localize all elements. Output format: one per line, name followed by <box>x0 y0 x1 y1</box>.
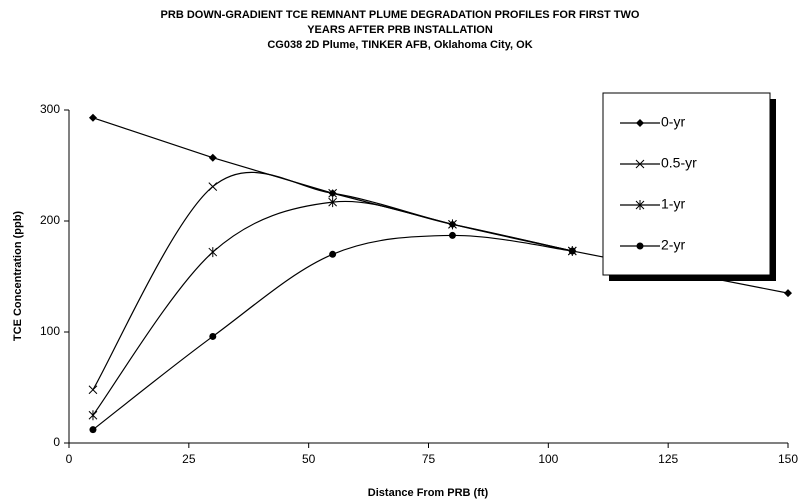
marker <box>784 289 792 298</box>
marker <box>448 219 457 230</box>
legend-label: 0.5-yr <box>661 155 697 171</box>
marker <box>89 426 97 434</box>
legend-label: 1-yr <box>661 196 685 212</box>
x-tick-label: 125 <box>658 452 678 466</box>
marker <box>328 197 337 208</box>
x-tick-label: 150 <box>778 452 798 466</box>
x-tick-label: 25 <box>182 452 196 466</box>
marker <box>328 188 337 198</box>
chart-title: PRB DOWN-GRADIENT TCE REMNANT PLUME DEGR… <box>161 9 640 21</box>
marker <box>208 247 218 258</box>
x-tick-label: 75 <box>422 452 436 466</box>
legend <box>602 92 771 276</box>
x-axis-title: Distance From PRB (ft) <box>368 487 489 499</box>
marker <box>635 200 645 210</box>
series-line <box>92 200 573 416</box>
marker <box>88 385 98 395</box>
chart-title: YEARS AFTER PRB INSTALLATION <box>307 24 493 36</box>
y-tick-label: 0 <box>53 435 60 449</box>
legend-label: 0-yr <box>661 114 685 130</box>
legend-label: 2-yr <box>661 237 685 253</box>
x-tick-label: 50 <box>302 452 316 466</box>
marker <box>635 159 645 169</box>
x-tick-label: 100 <box>538 452 558 466</box>
marker <box>448 231 456 239</box>
marker <box>636 119 644 127</box>
series-line <box>92 234 573 431</box>
marker <box>88 113 97 122</box>
marker <box>208 182 218 191</box>
marker <box>88 410 98 421</box>
marker <box>209 332 217 340</box>
chart-subtitle: CG038 2D Plume, TINKER AFB, Oklahoma Cit… <box>267 39 532 51</box>
y-axis-title: TCE Concentration (ppb) <box>12 211 24 341</box>
y-tick-label: 200 <box>40 213 60 227</box>
marker <box>568 247 576 255</box>
marker <box>636 242 644 250</box>
y-tick-label: 100 <box>40 324 60 338</box>
marker <box>329 250 337 258</box>
x-tick-label: 0 <box>66 452 73 466</box>
y-tick-label: 300 <box>40 102 60 116</box>
marker <box>208 153 217 162</box>
